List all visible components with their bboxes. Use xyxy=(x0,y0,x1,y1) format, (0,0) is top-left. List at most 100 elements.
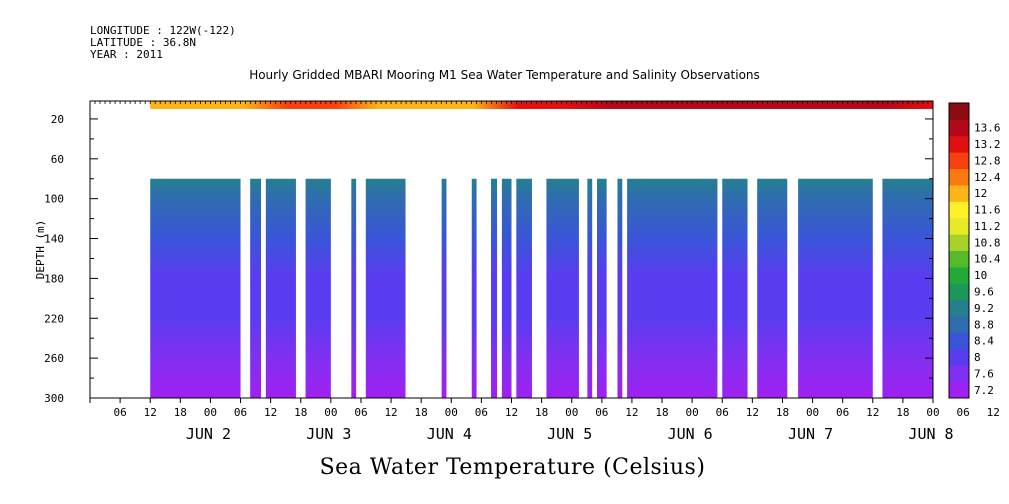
x-tick-label: 06 xyxy=(354,406,367,419)
colorbar-label: 13.6 xyxy=(974,122,1001,135)
colorbar-frame xyxy=(948,102,970,399)
colorbar-label: 12 xyxy=(974,187,987,200)
data-gap-18 xyxy=(872,177,883,399)
x-tick-label: 12 xyxy=(505,406,518,419)
longitude-label: LONGITUDE : 122W(-122) xyxy=(90,24,236,37)
x-tick-label: 06 xyxy=(595,406,608,419)
x-tick-label: 00 xyxy=(686,406,699,419)
data-gap-3 xyxy=(330,177,352,399)
colorbar-swatch xyxy=(949,266,969,284)
year-label: YEAR : 2011 xyxy=(90,48,163,61)
colorbar-swatch xyxy=(949,184,969,202)
colorbar-label: 12.4 xyxy=(974,171,1001,184)
x-tick-label: 06 xyxy=(956,406,969,419)
x-day-label: JUN 7 xyxy=(788,425,833,443)
data-gap-9 xyxy=(511,177,517,399)
colorbar-swatch xyxy=(949,168,969,186)
colorbar-label: 10.8 xyxy=(974,236,1001,249)
colorbar-swatch xyxy=(949,316,969,333)
x-tick-label: 12 xyxy=(746,406,759,419)
colorbar-swatch xyxy=(949,365,969,383)
colorbar-label: 9.2 xyxy=(974,302,994,315)
x-tick-label: 00 xyxy=(806,406,819,419)
x-tick-label: 06 xyxy=(475,406,488,419)
colorbar-swatch xyxy=(949,217,969,235)
x-tick-label: 06 xyxy=(716,406,729,419)
colorbar-swatch xyxy=(949,332,969,350)
data-gap-16 xyxy=(747,177,758,399)
x-tick-label: 12 xyxy=(987,406,1000,419)
data-gap-7 xyxy=(476,177,492,399)
colorbar-swatch xyxy=(949,135,969,153)
data-gap-14 xyxy=(622,177,628,399)
data-gap-6 xyxy=(446,177,472,399)
x-day-label: JUN 8 xyxy=(908,425,953,443)
x-tick-label: 18 xyxy=(776,406,789,419)
y-tick-label: 260 xyxy=(44,352,64,365)
colorbar-swatch xyxy=(949,283,969,301)
data-gap-11 xyxy=(578,177,588,399)
colorbar-swatch xyxy=(949,201,969,219)
data-gap-2 xyxy=(295,177,306,399)
colorbar-swatch xyxy=(949,381,969,399)
colorbar-swatch xyxy=(949,234,969,251)
data-gap-15 xyxy=(717,177,723,399)
x-tick-label: 12 xyxy=(384,406,397,419)
y-tick-label: 60 xyxy=(51,153,64,166)
colorbar-label: 7.2 xyxy=(974,384,994,397)
y-axis-label: DEPTH (m) xyxy=(34,220,47,280)
y-tick-label: 20 xyxy=(51,113,64,126)
colorbar-swatch xyxy=(949,103,969,120)
data-gap-4 xyxy=(356,177,366,399)
colorbar-label: 10.4 xyxy=(974,253,1001,266)
x-tick-label: 18 xyxy=(294,406,307,419)
colorbar-label: 7.6 xyxy=(974,367,994,380)
x-tick-label: 06 xyxy=(234,406,247,419)
x-day-label: JUN 2 xyxy=(186,425,231,443)
x-tick-label: 18 xyxy=(174,406,187,419)
colorbar-label: 9.6 xyxy=(974,285,994,298)
data-gap-10 xyxy=(531,177,547,399)
chart-title: Hourly Gridded MBARI Mooring M1 Sea Wate… xyxy=(249,68,760,82)
data-gap-0 xyxy=(240,177,251,399)
x-day-label: JUN 4 xyxy=(427,425,472,443)
x-tick-label: 12 xyxy=(144,406,157,419)
surface-temperature-band xyxy=(150,101,933,109)
colorbar-swatch xyxy=(949,348,969,366)
x-tick-label: 18 xyxy=(535,406,548,419)
data-gap-5 xyxy=(405,177,442,399)
x-tick-label: 00 xyxy=(565,406,578,419)
x-tick-label: 18 xyxy=(896,406,909,419)
y-tick-label: 300 xyxy=(44,392,64,405)
data-gap-13 xyxy=(606,177,618,399)
x-tick-label: 00 xyxy=(445,406,458,419)
x-tick-label: 12 xyxy=(264,406,277,419)
data-gap-1 xyxy=(261,177,266,399)
colorbar-label: 11.2 xyxy=(974,220,1001,233)
x-day-label: JUN 6 xyxy=(668,425,713,443)
x-tick-label: 18 xyxy=(655,406,668,419)
colorbar-swatch xyxy=(949,152,969,170)
colorbar-label: 8.4 xyxy=(974,335,994,348)
x-tick-label: 18 xyxy=(415,406,428,419)
x-tick-label: 06 xyxy=(836,406,849,419)
x-day-label: JUN 5 xyxy=(547,425,592,443)
colorbar-label: 8.8 xyxy=(974,318,994,331)
x-day-label: JUN 3 xyxy=(306,425,351,443)
y-tick-label: 220 xyxy=(44,312,64,325)
colorbar-label: 13.2 xyxy=(974,138,1001,151)
colorbar-label: 12.8 xyxy=(974,154,1001,167)
data-gap-8 xyxy=(497,177,502,399)
colorbar-variable-label: Sea Water Temperature (Celsius) xyxy=(319,455,706,480)
y-tick-label: 180 xyxy=(44,272,64,285)
y-tick-label: 100 xyxy=(44,193,64,206)
colorbar-swatch xyxy=(949,250,969,268)
colorbar-swatch xyxy=(949,299,969,317)
colorbar-swatch xyxy=(949,119,969,137)
x-tick-label: 06 xyxy=(113,406,126,419)
x-tick-label: 00 xyxy=(204,406,217,419)
x-tick-label: 12 xyxy=(866,406,879,419)
x-tick-label: 00 xyxy=(926,406,939,419)
